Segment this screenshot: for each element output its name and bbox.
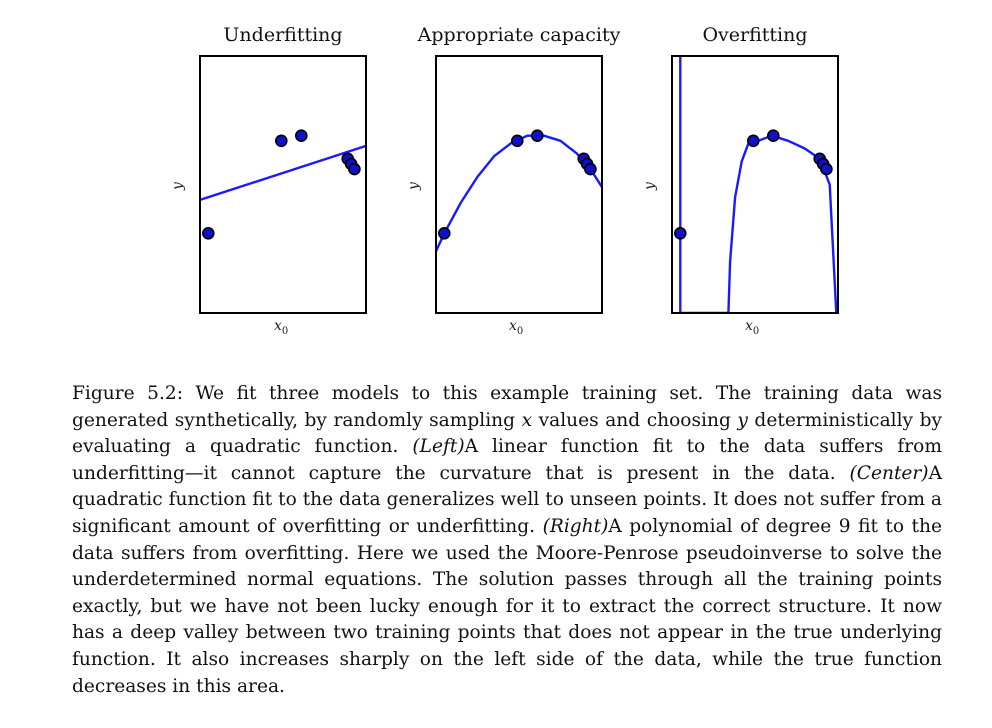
x-axis-label-underfitting: x0 bbox=[274, 318, 289, 337]
figure-plots bbox=[199, 55, 839, 314]
plot-panel-appropriate-capacity bbox=[435, 55, 603, 314]
y-axis-label-overfitting: y bbox=[641, 182, 658, 190]
caption-left-tag: (Left) bbox=[412, 436, 465, 458]
y-axis-label-appropriate-capacity: y bbox=[405, 182, 422, 190]
data-point-underfitting-3 bbox=[294, 129, 308, 142]
plot-frame-appropriate-capacity bbox=[435, 55, 603, 314]
figure-caption: Figure 5.2: We fit three models to this … bbox=[72, 381, 942, 700]
x-axis-label-overfitting: x0 bbox=[745, 318, 760, 337]
caption-var-x: x bbox=[521, 409, 533, 431]
caption-text-3: deterministically by evaluating a quadra… bbox=[72, 409, 943, 458]
caption-var-y: y bbox=[737, 409, 748, 431]
caption-text-5: A quadratic function fit to the data gen… bbox=[72, 462, 943, 537]
plot-panel-overfitting bbox=[671, 55, 839, 314]
data-point-underfitting-2 bbox=[274, 134, 288, 148]
panel-title-overfitting: Overfitting bbox=[702, 24, 808, 46]
plot-frame-overfitting bbox=[671, 55, 839, 314]
fit-curve-underfitting bbox=[200, 144, 366, 202]
plot-frame-underfitting bbox=[199, 55, 367, 314]
fit-curve-appropriate-capacity bbox=[436, 134, 602, 252]
data-point-underfitting-6 bbox=[348, 162, 361, 176]
data-point-appropriate-capacity-6 bbox=[584, 162, 597, 176]
data-point-overfitting-3 bbox=[766, 129, 780, 142]
x-axis-label-appropriate-capacity: x0 bbox=[509, 318, 524, 337]
panel-title-underfitting: Underfitting bbox=[223, 24, 343, 46]
caption-text-6: A polynomial of degree 9 fit to the data… bbox=[72, 515, 943, 697]
data-point-underfitting-1 bbox=[202, 227, 215, 240]
caption-text-2: values and choosing bbox=[532, 409, 738, 431]
data-point-overfitting-6 bbox=[820, 162, 833, 176]
fit-curve-overfitting bbox=[679, 56, 838, 313]
data-point-overfitting-2 bbox=[746, 134, 760, 148]
data-point-appropriate-capacity-3 bbox=[530, 129, 544, 142]
caption-text-1: Figure 5.2: We fit three models to this … bbox=[72, 383, 942, 431]
data-point-appropriate-capacity-1 bbox=[437, 227, 451, 240]
caption-right-tag: (Right) bbox=[542, 515, 609, 537]
panel-title-appropriate-capacity: Appropriate capacity bbox=[417, 24, 621, 46]
data-point-overfitting-1 bbox=[673, 227, 687, 240]
caption-center-tag: (Center) bbox=[849, 462, 929, 484]
caption-text-4: A linear function fit to the data suffer… bbox=[72, 436, 942, 484]
plot-panel-underfitting bbox=[199, 55, 367, 314]
data-point-appropriate-capacity-2 bbox=[510, 134, 524, 148]
y-axis-label-underfitting: y bbox=[169, 182, 186, 190]
